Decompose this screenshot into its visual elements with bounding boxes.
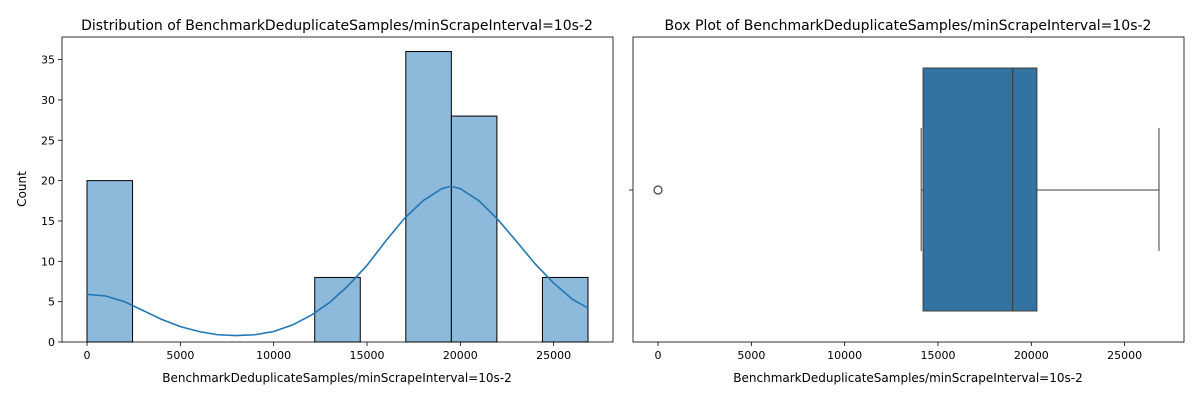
histogram-x-tick-label: 15000 xyxy=(349,349,384,362)
histogram-x-tick-label: 0 xyxy=(84,349,91,362)
histogram-chart: 0 5000 10000 15000 20000 25000 0 5 10 15 20 25 30 35… xyxy=(15,18,614,385)
box-plot-x-tick-label: 0 xyxy=(655,349,662,362)
histogram-bar xyxy=(541,276,589,343)
histogram-bar xyxy=(450,115,498,343)
histogram-title: Distribution of BenchmarkDeduplicateSamp… xyxy=(81,18,593,34)
histogram-y-tick-label: 20 xyxy=(41,175,55,188)
box-plot-x-tick-label: 10000 xyxy=(827,349,862,362)
histogram-y-tick-label: 25 xyxy=(41,134,55,147)
histogram-bar xyxy=(314,276,361,343)
histogram-x-ticks: 0 5000 10000 15000 20000 25000 xyxy=(84,342,571,362)
histogram-x-tick-label: 10000 xyxy=(256,349,291,362)
histogram-y-tick-label: 30 xyxy=(41,94,55,107)
histogram-bar xyxy=(86,180,134,343)
histogram-x-tick-label: 5000 xyxy=(166,349,194,362)
histogram-frame xyxy=(61,36,614,343)
box-plot-chart: 0 5000 10000 15000 20000 25000 Box Plot of Be… xyxy=(629,18,1185,385)
kde-curve xyxy=(86,185,589,337)
histogram-y-tick-label: 5 xyxy=(48,296,55,309)
histogram-y-tick-label: 15 xyxy=(41,215,55,228)
histogram-x-tick-label: 25000 xyxy=(536,349,571,362)
box-plot-x-tick-label: 15000 xyxy=(920,349,955,362)
histogram-y-ticks: 0 5 10 15 20 25 30 35 xyxy=(41,54,62,349)
outlier-point xyxy=(653,185,663,195)
histogram-x-label: BenchmarkDeduplicateSamples/minScrapeInt… xyxy=(162,371,511,385)
histogram-x-tick-label: 20000 xyxy=(443,349,478,362)
box-plot-title: Box Plot of BenchmarkDeduplicateSamples/… xyxy=(665,18,1152,34)
interquartile-box xyxy=(922,67,1038,312)
histogram-y-label: Count xyxy=(15,171,29,207)
histogram-y-tick-label: 35 xyxy=(41,54,55,67)
box-plot-x-tick-label: 20000 xyxy=(1014,349,1049,362)
box-plot-x-tick-label: 5000 xyxy=(737,349,765,362)
box-plot-x-tick-label: 25000 xyxy=(1107,349,1142,362)
histogram-y-tick-label: 10 xyxy=(41,255,55,268)
box-plot-x-ticks: 0 5000 10000 15000 20000 25000 xyxy=(655,342,1142,362)
box-plot-elements xyxy=(653,67,1160,312)
histogram-y-tick-label: 0 xyxy=(48,336,55,349)
histogram-bars xyxy=(86,51,589,343)
box-plot-frame xyxy=(632,36,1185,343)
box-plot-x-label: BenchmarkDeduplicateSamples/minScrapeInt… xyxy=(733,371,1082,385)
